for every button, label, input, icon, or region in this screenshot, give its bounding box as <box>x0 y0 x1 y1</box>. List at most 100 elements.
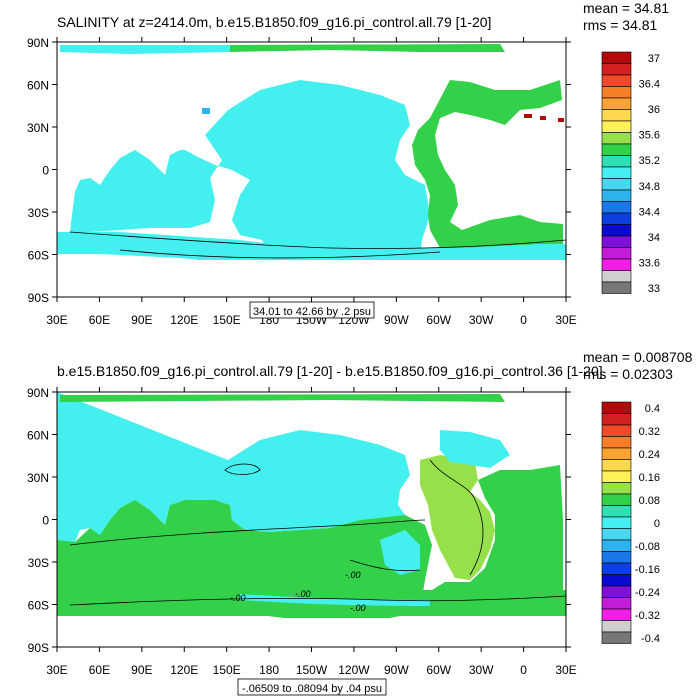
y-tick-label: 30S <box>28 206 49 220</box>
colorbar-label: 36.4 <box>639 79 660 91</box>
colorbar-swatch <box>601 86 632 99</box>
colorbar-swatch <box>601 74 632 87</box>
y-tick-label: 60N <box>27 79 49 93</box>
colorbar-swatch <box>601 132 632 145</box>
x-tick-label: 60E <box>89 313 110 327</box>
x-tick-label: 120E <box>170 663 198 677</box>
x-tick-label: 60E <box>89 663 110 677</box>
panel-2: b.e15.B1850.f09_g16.pi_control.all.79 [1… <box>27 349 693 696</box>
panel-2-rms: rms = 0.02303 <box>583 366 673 382</box>
contour-label: -.00 <box>295 589 311 599</box>
y-tick-label: 60S <box>28 599 49 613</box>
x-tick-label: 120E <box>170 313 198 327</box>
x-tick-label: 120W <box>338 663 370 677</box>
colorbar-label: 34 <box>648 232 660 244</box>
colorbar-swatch <box>601 539 632 552</box>
colorbar-swatch <box>601 120 632 133</box>
colorbar-label: 34.8 <box>639 181 660 193</box>
panel-1-range-box <box>249 301 375 319</box>
x-tick-label: 30E <box>46 313 67 327</box>
colorbar-swatch <box>601 224 632 237</box>
colorbar-swatch <box>601 631 632 644</box>
panel-1-y-axis: 90N 60N 30N 0 30S 60S 90S <box>27 36 571 305</box>
colorbar-label: 36 <box>648 104 660 116</box>
x-tick-label: 0 <box>520 313 527 327</box>
y-tick-label: 30N <box>27 471 49 485</box>
y-tick-label: 90S <box>28 291 49 305</box>
x-tick-label: 30W <box>469 313 494 327</box>
colorbar-swatch <box>601 470 632 483</box>
x-tick-label: 90W <box>384 663 409 677</box>
colorbar-swatch <box>601 97 632 110</box>
x-tick-label: 60W <box>426 313 451 327</box>
colorbar-label: 0.4 <box>645 403 660 415</box>
contour-label: -.00 <box>345 570 361 580</box>
colorbar-label: 35.6 <box>639 130 660 142</box>
colorbar-label: -0.24 <box>635 587 660 599</box>
colorbar-label: -0.32 <box>635 610 660 622</box>
y-tick-label: 30N <box>27 121 49 135</box>
colorbar-swatch <box>601 235 632 248</box>
colorbar-swatch <box>601 189 632 202</box>
y-tick-label: 90N <box>27 386 49 400</box>
x-tick-label: 60W <box>426 663 451 677</box>
panel-1-mean: mean = 34.81 <box>583 0 669 16</box>
colorbar-swatch <box>601 281 632 294</box>
y-tick-label: 90N <box>27 36 49 50</box>
x-tick-label: 150W <box>296 663 328 677</box>
contour-label: -.00 <box>230 593 246 603</box>
colorbar-swatch <box>601 258 632 271</box>
colorbar-label: -0.08 <box>635 541 660 553</box>
contour-label: -.00 <box>350 603 366 613</box>
panel-1-map <box>57 42 566 297</box>
colorbar-swatch <box>601 562 632 575</box>
region-atlantic <box>412 80 563 252</box>
colorbar-swatch <box>601 459 632 472</box>
colorbar-label: 0.16 <box>639 472 660 484</box>
x-tick-label: 150E <box>213 313 241 327</box>
colorbar-swatch <box>601 270 632 283</box>
x-tick-label: 30E <box>555 313 576 327</box>
colorbar-swatch <box>601 201 632 214</box>
y-tick-label: 0 <box>42 164 49 178</box>
x-tick-label: 30E <box>555 663 576 677</box>
colorbar-swatch <box>601 51 632 64</box>
colorbar-label: 0.32 <box>639 426 660 438</box>
colorbar-swatch <box>601 620 632 633</box>
region-mediterranean <box>524 114 532 118</box>
x-tick-label: 30E <box>46 663 67 677</box>
colorbar-label: -0.16 <box>635 564 660 576</box>
panel-1-colorbar: 37 36.4 36 35.6 35.2 34.8 34.4 34 33.6 33 <box>601 51 660 295</box>
panel-1-title: SALINITY at z=2414.0m, b.e15.B1850.f09_g… <box>57 14 491 30</box>
colorbar-swatch <box>601 551 632 564</box>
panel-2-colorbar: 0.4 0.32 0.24 0.16 0.08 0 -0.08 -0.16 -0.24 -0.32… <box>601 401 660 645</box>
colorbar-swatch <box>601 528 632 541</box>
colorbar-label: 0.08 <box>639 495 660 507</box>
colorbar-label: 34.4 <box>639 206 660 218</box>
panel-2-range-note: -.06509 to .08094 by .04 psu <box>242 683 382 695</box>
panel-2-mean: mean = 0.008708 <box>583 349 693 365</box>
x-tick-label: 150E <box>213 663 241 677</box>
x-tick-label: 90E <box>131 313 152 327</box>
panel-1-range-note: 34.01 to 42.66 by .2 psu <box>253 306 371 318</box>
region-atlantic-north <box>420 455 495 580</box>
panel-1: SALINITY at z=2414.0m, b.e15.B1850.f09_g… <box>27 0 669 327</box>
colorbar-label: 37 <box>648 53 660 65</box>
colorbar-swatch <box>601 608 632 621</box>
colorbar-swatch <box>601 516 632 529</box>
x-tick-label: 0 <box>520 663 527 677</box>
panel-2-x-axis: 30E 60E 90E 120E 150E 180 150W 120W 90W 60W 30W 0 30… <box>46 387 577 677</box>
colorbar-label: -0.4 <box>641 633 660 645</box>
panel-2-y-axis: 90N 60N 30N 0 30S 60S 90S <box>27 386 571 655</box>
x-tick-label: 180 <box>259 663 279 677</box>
colorbar-swatch <box>601 447 632 460</box>
colorbar-swatch <box>601 178 632 191</box>
colorbar-swatch <box>601 482 632 495</box>
colorbar-swatch <box>601 247 632 260</box>
colorbar-swatch <box>601 143 632 156</box>
colorbar-label: 33 <box>648 283 660 295</box>
colorbar-label: 0 <box>654 518 660 530</box>
y-tick-label: 30S <box>28 556 49 570</box>
region-pacific-north <box>57 392 410 582</box>
colorbar-swatch <box>601 155 632 168</box>
